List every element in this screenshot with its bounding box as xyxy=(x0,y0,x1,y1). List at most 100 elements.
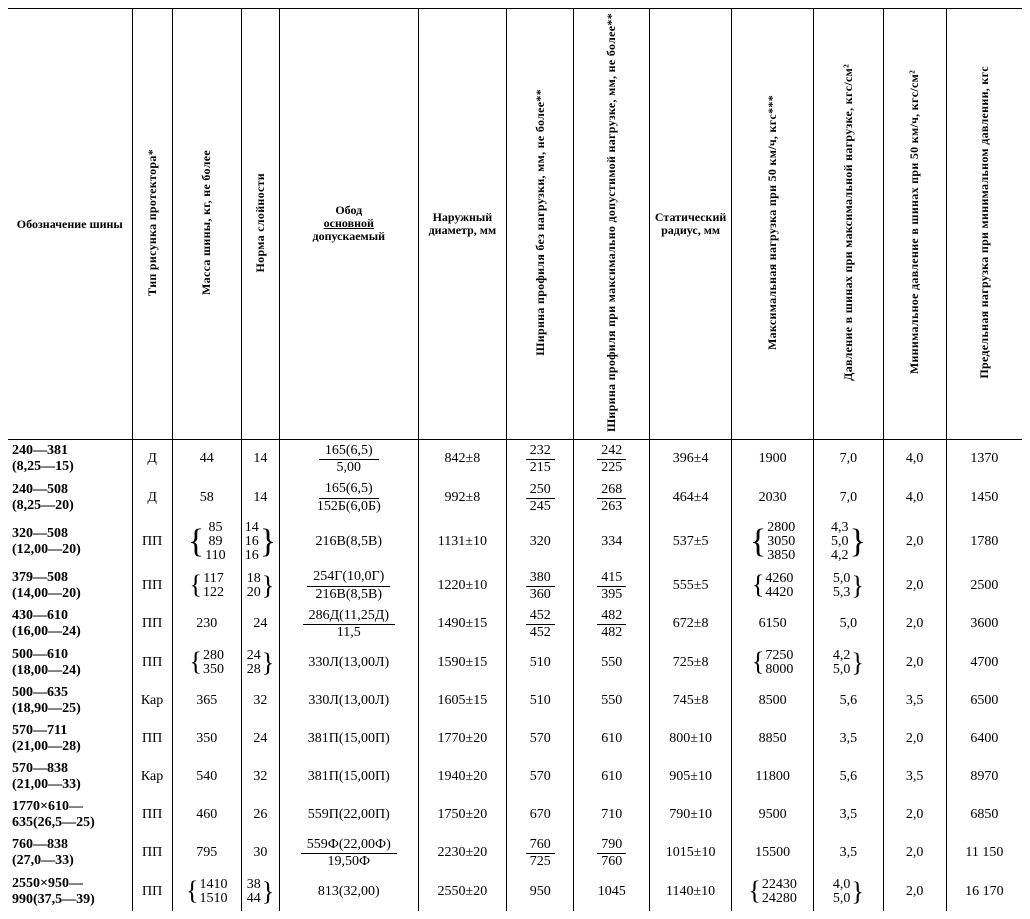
cell-press-min: 2,0 xyxy=(883,517,946,566)
cell-static-radius: 396±4 xyxy=(650,439,732,478)
cell-designation: 500—635(18,90—25) xyxy=(8,682,132,720)
cell-ply: 30 xyxy=(242,834,280,873)
cell-width-unloaded: 510 xyxy=(507,644,574,682)
cell-width-unloaded: 232215 xyxy=(507,439,574,478)
cell-designation: 430—610(16,00—24) xyxy=(8,605,132,644)
cell-max-load: {2243024280 xyxy=(732,873,814,911)
cell-press-max: 4,25,0} xyxy=(814,644,883,682)
cell-ply: 24 xyxy=(242,605,280,644)
cell-press-max: 4,35,04,2} xyxy=(814,517,883,566)
cell-press-max: 3,5 xyxy=(814,720,883,758)
col-static-radius: Статический радиус, мм xyxy=(650,9,732,440)
cell-static-radius: 464±4 xyxy=(650,478,732,517)
cell-max-load: {42604420 xyxy=(732,566,814,605)
cell-rim: 330Л(13,00Л) xyxy=(279,644,418,682)
cell-outer-dia: 1490±15 xyxy=(418,605,506,644)
cell-width-unloaded: 570 xyxy=(507,720,574,758)
cell-press-max: 3,5 xyxy=(814,796,883,834)
table-row: 320—508(12,00—20)ПП{8589110141616}216В(8… xyxy=(8,517,1022,566)
cell-designation: 570—711(21,00—28) xyxy=(8,720,132,758)
cell-limit-load: 1370 xyxy=(946,439,1022,478)
col-press-min: Минимальное давление в шинах при 50 км/ч… xyxy=(883,9,946,440)
cell-static-radius: 790±10 xyxy=(650,796,732,834)
cell-max-load: 8850 xyxy=(732,720,814,758)
cell-static-radius: 725±8 xyxy=(650,644,732,682)
cell-press-min: 2,0 xyxy=(883,873,946,911)
table-row: 379—508(14,00—20)ПП{1171221820}254Г(10,0… xyxy=(8,566,1022,605)
cell-designation: 379—508(14,00—20) xyxy=(8,566,132,605)
cell-press-min: 3,5 xyxy=(883,682,946,720)
cell-rim: 381П(15,00П) xyxy=(279,720,418,758)
cell-ply: 141616} xyxy=(242,517,280,566)
cell-limit-load: 2500 xyxy=(946,566,1022,605)
col-tread: Тип рисунка протектора* xyxy=(132,9,172,440)
cell-width-unloaded: 950 xyxy=(507,873,574,911)
cell-mass: 58 xyxy=(172,478,241,517)
cell-press-max: 5,0 xyxy=(814,605,883,644)
cell-ply: 2428} xyxy=(242,644,280,682)
cell-tread: Кар xyxy=(132,682,172,720)
cell-ply: 32 xyxy=(242,682,280,720)
table-row: 570—711(21,00—28)ПП35024381П(15,00П)1770… xyxy=(8,720,1022,758)
cell-tread: ПП xyxy=(132,834,172,873)
cell-max-load: 15500 xyxy=(732,834,814,873)
cell-limit-load: 6500 xyxy=(946,682,1022,720)
cell-width-loaded: 550 xyxy=(574,644,650,682)
cell-width-loaded: 482482 xyxy=(574,605,650,644)
cell-mass: 795 xyxy=(172,834,241,873)
cell-width-unloaded: 380360 xyxy=(507,566,574,605)
cell-outer-dia: 1770±20 xyxy=(418,720,506,758)
col-designation: Обозначение шины xyxy=(8,9,132,440)
cell-rim: 216В(8,5В) xyxy=(279,517,418,566)
cell-limit-load: 11 150 xyxy=(946,834,1022,873)
col-outer-dia: Наружный диаметр, мм xyxy=(418,9,506,440)
cell-mass: 460 xyxy=(172,796,241,834)
cell-width-unloaded: 670 xyxy=(507,796,574,834)
cell-rim: 254Г(10,0Г)216В(8,5В) xyxy=(279,566,418,605)
cell-static-radius: 537±5 xyxy=(650,517,732,566)
cell-designation: 760—838(27,0—33) xyxy=(8,834,132,873)
cell-designation: 320—508(12,00—20) xyxy=(8,517,132,566)
cell-max-load: 6150 xyxy=(732,605,814,644)
cell-press-min: 2,0 xyxy=(883,834,946,873)
tire-spec-table: Обозначение шины Тип рисунка протектора*… xyxy=(8,8,1022,911)
cell-max-load: 11800 xyxy=(732,758,814,796)
cell-tread: ПП xyxy=(132,566,172,605)
cell-width-loaded: 790760 xyxy=(574,834,650,873)
cell-tread: ПП xyxy=(132,796,172,834)
cell-press-min: 3,5 xyxy=(883,758,946,796)
cell-outer-dia: 2230±20 xyxy=(418,834,506,873)
cell-press-max: 7,0 xyxy=(814,439,883,478)
cell-static-radius: 905±10 xyxy=(650,758,732,796)
cell-max-load: 2030 xyxy=(732,478,814,517)
col-rim: Обод основной допускаемый xyxy=(279,9,418,440)
cell-outer-dia: 1131±10 xyxy=(418,517,506,566)
cell-max-load: 1900 xyxy=(732,439,814,478)
cell-max-load: 8500 xyxy=(732,682,814,720)
cell-ply: 24 xyxy=(242,720,280,758)
cell-max-load: 9500 xyxy=(732,796,814,834)
cell-press-max: 3,5 xyxy=(814,834,883,873)
cell-mass: {14101510 xyxy=(172,873,241,911)
cell-ply: 3844} xyxy=(242,873,280,911)
cell-ply: 1820} xyxy=(242,566,280,605)
cell-static-radius: 800±10 xyxy=(650,720,732,758)
cell-designation: 570—838(21,00—33) xyxy=(8,758,132,796)
cell-press-min: 2,0 xyxy=(883,605,946,644)
cell-max-load: {72508000 xyxy=(732,644,814,682)
cell-rim: 559П(22,00П) xyxy=(279,796,418,834)
cell-mass: {117122 xyxy=(172,566,241,605)
cell-press-max: 7,0 xyxy=(814,478,883,517)
cell-width-loaded: 268263 xyxy=(574,478,650,517)
cell-ply: 26 xyxy=(242,796,280,834)
cell-width-unloaded: 510 xyxy=(507,682,574,720)
cell-designation: 240—381(8,25—15) xyxy=(8,439,132,478)
cell-mass: 365 xyxy=(172,682,241,720)
cell-width-loaded: 334 xyxy=(574,517,650,566)
cell-outer-dia: 842±8 xyxy=(418,439,506,478)
cell-outer-dia: 1605±15 xyxy=(418,682,506,720)
cell-tread: ПП xyxy=(132,517,172,566)
cell-width-unloaded: 452452 xyxy=(507,605,574,644)
cell-press-min: 4,0 xyxy=(883,478,946,517)
cell-limit-load: 6400 xyxy=(946,720,1022,758)
